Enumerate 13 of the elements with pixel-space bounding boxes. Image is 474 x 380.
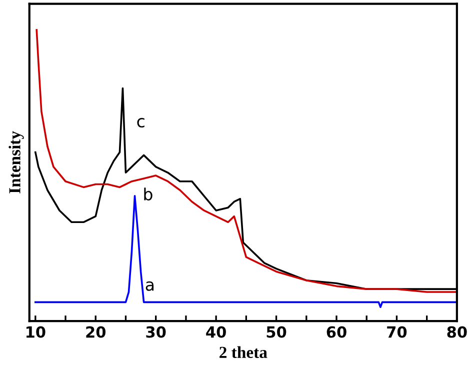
x-tick-label: 50 bbox=[266, 326, 286, 338]
x-tick-label: 30 bbox=[146, 326, 166, 338]
x-axis-title: 2 theta bbox=[220, 346, 268, 358]
x-tick-label: 80 bbox=[447, 326, 467, 338]
x-tick-label: 20 bbox=[86, 326, 106, 338]
y-axis-title: Intensity bbox=[8, 131, 24, 194]
series-label: a bbox=[146, 281, 154, 291]
x-tick-label: 70 bbox=[387, 326, 407, 338]
x-tick-label: 60 bbox=[326, 326, 346, 338]
x-tick-label: 10 bbox=[26, 326, 46, 338]
series-label: b bbox=[144, 188, 152, 200]
x-tick-label: 40 bbox=[206, 326, 226, 338]
series-label: c bbox=[137, 118, 144, 128]
